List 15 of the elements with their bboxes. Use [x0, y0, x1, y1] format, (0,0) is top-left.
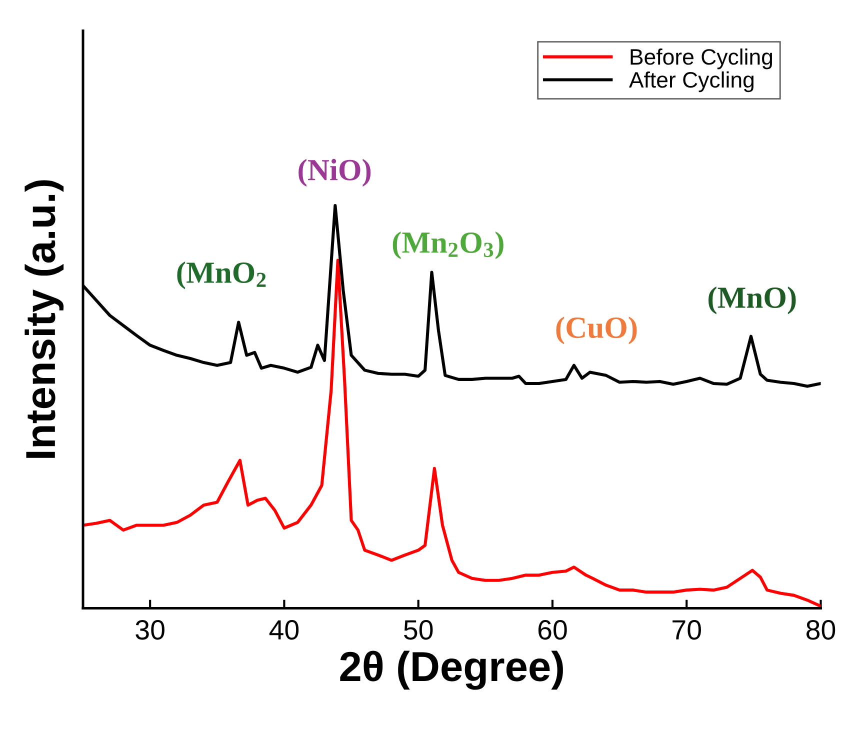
- x-axis-title: 2θ (Degree): [340, 650, 563, 690]
- x-tick-label: 50: [404, 620, 433, 640]
- x-tick-label: 80: [806, 620, 836, 640]
- annotation: (MnO): [708, 286, 796, 314]
- annotation: (CuO): [556, 316, 637, 344]
- x-tick-label: 60: [538, 620, 567, 640]
- text: (NiO): [298, 158, 371, 187]
- legend-label: After Cycling: [628, 71, 754, 92]
- x-tick-label: 40: [269, 620, 299, 640]
- x-tick-label: 30: [136, 620, 164, 640]
- annotation: (Mn$_{2}$O$_{3}$): [392, 231, 504, 260]
- x-tick-label: 70: [672, 620, 701, 640]
- annotation: (MnO$_{2}$: [177, 262, 266, 290]
- legend-label: Before Cycling: [630, 48, 772, 70]
- y-axis-title: Intensity (a.u.): [24, 180, 64, 458]
